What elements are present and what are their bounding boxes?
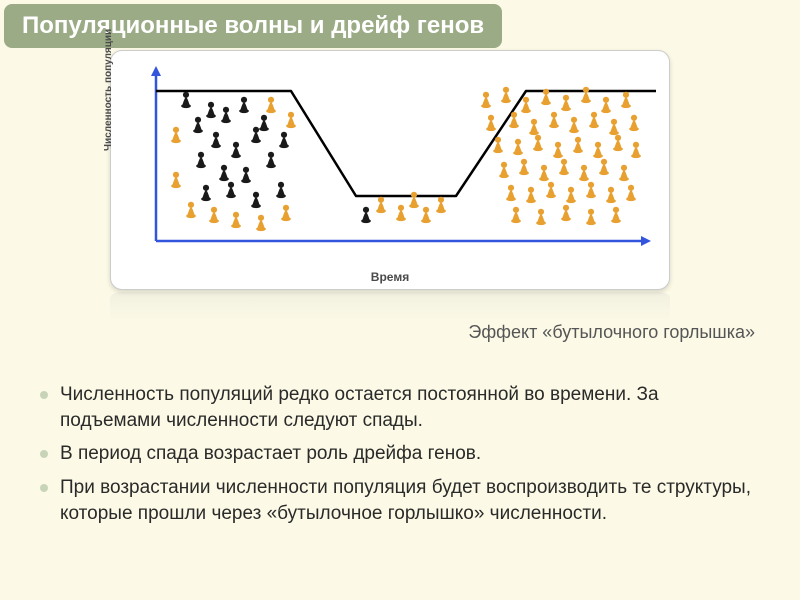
bullet-list: Численность популяций редко остается пос… xyxy=(40,382,760,534)
slide-header: Популяционные волны и дрейф генов xyxy=(4,4,502,48)
x-axis-label: Время xyxy=(371,270,409,284)
bullet-item: В период спада возрастает роль дрейфа ге… xyxy=(40,441,760,467)
population-chart: Численность популяции Время xyxy=(110,50,670,290)
bullet-item: Численность популяций редко остается пос… xyxy=(40,382,760,433)
chart-caption: Эффект «бутылочного горлышка» xyxy=(468,322,755,343)
slide-title: Популяционные волны и дрейф генов xyxy=(22,12,484,39)
bullet-item: При возрастании численности популяция бу… xyxy=(40,475,760,526)
chart-plot-area xyxy=(151,66,656,261)
chart-svg xyxy=(151,66,656,261)
chart-reflection xyxy=(110,292,670,322)
y-axis-label: Численность популяции xyxy=(103,29,114,151)
